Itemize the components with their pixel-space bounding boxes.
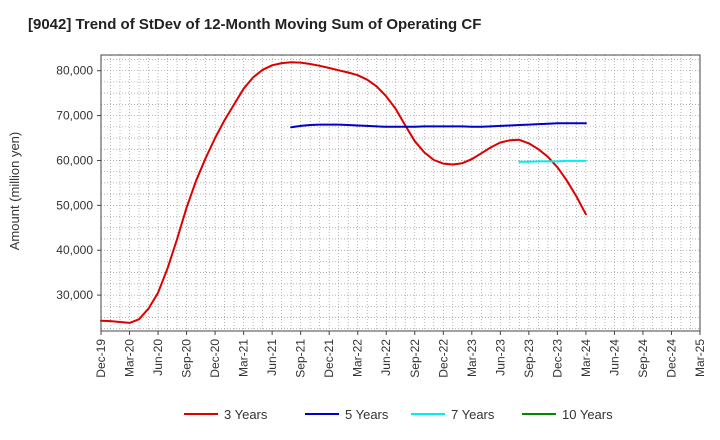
series-line-5-years xyxy=(290,122,587,129)
legend-label: 3 Years xyxy=(224,407,268,422)
x-tick-label: Jun-22 xyxy=(379,339,393,376)
y-tick-label: 80,000 xyxy=(56,64,93,78)
x-tick-label: Mar-25 xyxy=(693,339,707,377)
legend-label: 7 Years xyxy=(451,407,495,422)
y-tick-label: 50,000 xyxy=(56,198,93,212)
x-tick-label: Sep-24 xyxy=(636,339,650,378)
x-tick-label: Sep-21 xyxy=(294,339,308,378)
x-tick-label: Jun-24 xyxy=(607,339,621,376)
legend: 3 Years 5 Years 7 Years 10 Years xyxy=(184,407,613,422)
series-line-7-years xyxy=(518,159,587,163)
x-tick-label: Dec-22 xyxy=(436,339,450,378)
y-tick-label: 40,000 xyxy=(56,243,93,257)
legend-label: 5 Years xyxy=(345,407,389,422)
grid-lines xyxy=(101,55,700,331)
x-tick-label: Mar-22 xyxy=(351,339,365,377)
x-tick-label: Jun-20 xyxy=(151,339,165,376)
x-tick-label: Mar-24 xyxy=(579,339,593,377)
x-tick-label: Dec-21 xyxy=(322,339,336,378)
x-tick-label: Jun-23 xyxy=(493,339,507,376)
y-tick-label: 30,000 xyxy=(56,288,93,302)
x-tick-label: Sep-22 xyxy=(408,339,422,378)
x-axis-ticks: Dec-19 Mar-20 Jun-20 Sep-20 Dec-20 Mar-21 Jun-… xyxy=(94,331,707,378)
x-tick-label: Sep-20 xyxy=(180,339,194,378)
series-line-3-years xyxy=(100,61,587,324)
x-tick-label: Mar-20 xyxy=(123,339,137,377)
x-tick-label: Dec-20 xyxy=(208,339,222,378)
chart-title: [9042] Trend of StDev of 12-Month Moving… xyxy=(28,16,481,33)
x-tick-label: Dec-23 xyxy=(550,339,564,378)
y-tick-label: 60,000 xyxy=(56,153,93,167)
legend-label: 10 Years xyxy=(562,407,613,422)
y-tick-label: 70,000 xyxy=(56,109,93,123)
x-tick-label: Mar-23 xyxy=(465,339,479,377)
x-tick-label: Dec-19 xyxy=(94,339,108,378)
x-tick-label: Sep-23 xyxy=(522,339,536,378)
x-tick-label: Dec-24 xyxy=(664,339,678,378)
plot-frame xyxy=(100,54,701,332)
y-axis-ticks: 30,000 40,000 50,000 60,000 70,000 80,000 xyxy=(56,64,101,302)
y-axis-label: Amount (million yen) xyxy=(7,132,22,251)
series-lines xyxy=(100,61,587,324)
x-tick-label: Jun-21 xyxy=(265,339,279,376)
x-tick-label: Mar-21 xyxy=(237,339,251,377)
